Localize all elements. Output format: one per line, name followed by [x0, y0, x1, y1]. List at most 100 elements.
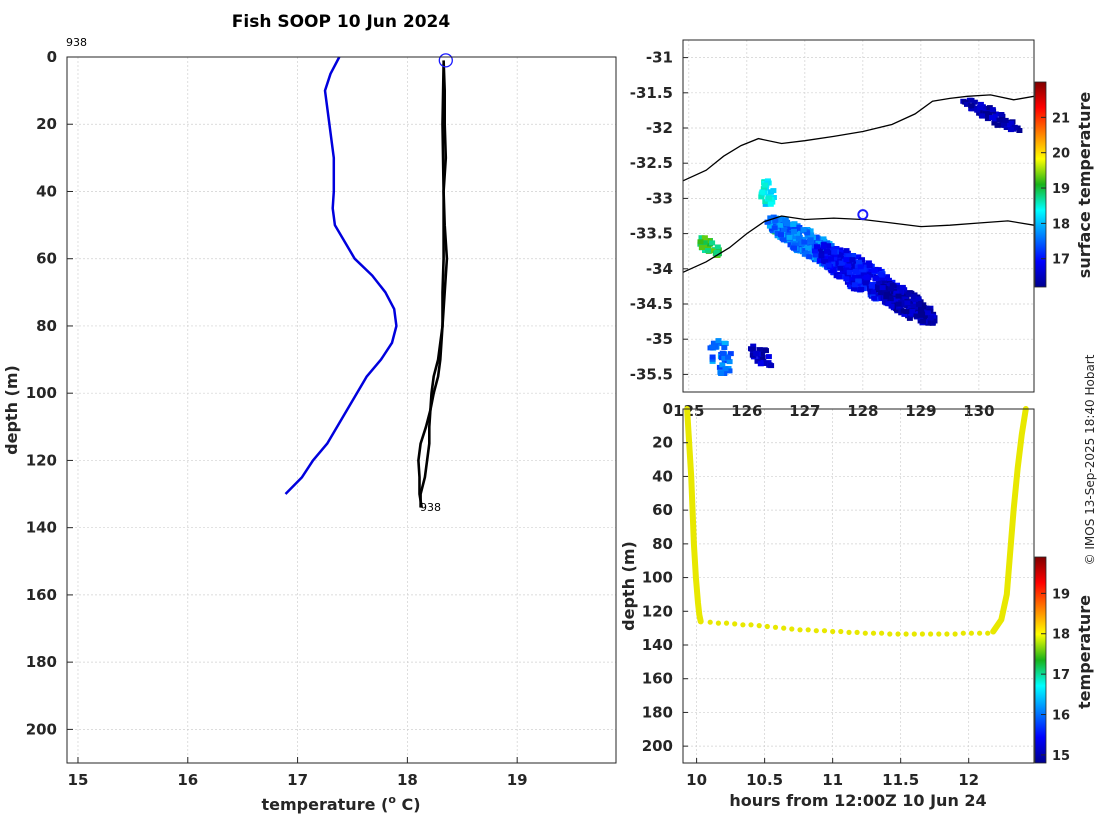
map-sst-cell — [768, 363, 775, 369]
map-sst-cell — [879, 285, 886, 291]
map-sst-cell — [774, 231, 781, 236]
map-position-marker — [857, 209, 869, 221]
map-sst-cell — [856, 270, 863, 275]
map-sst-cell — [904, 300, 911, 306]
map-sst-cell — [855, 254, 862, 260]
map-sst-cell — [985, 115, 992, 121]
map-sst-cell — [803, 251, 810, 257]
map-sst-cell — [812, 251, 819, 257]
map-sst-cell — [883, 294, 890, 300]
map-sst-cell — [770, 214, 777, 220]
track-y-tick-label: 80 — [652, 535, 673, 553]
map-sst-cell — [698, 245, 705, 250]
map-sst-cell — [814, 244, 820, 250]
map-colorbar-tick-label: 20 — [1052, 147, 1070, 162]
map-sst-cell — [759, 354, 766, 360]
track-bottom-point — [813, 628, 819, 634]
map-sst-cell — [856, 274, 863, 280]
profile-start-marker — [438, 53, 453, 68]
track-y-tick-label: 160 — [642, 670, 673, 688]
track-bottom-point — [789, 626, 795, 632]
map-sst-cell — [715, 338, 722, 344]
map-sst-cell — [786, 234, 793, 240]
map-sst-cell — [875, 285, 881, 291]
track-bottom-point — [756, 623, 762, 629]
map-sst-cell — [828, 256, 834, 262]
map-sst-cell — [701, 235, 708, 241]
map-sst-cell — [785, 229, 792, 235]
map-sst-cell — [974, 107, 981, 113]
map-colorbar-label: surface temperature — [1075, 92, 1094, 279]
map-sst-cell — [1011, 124, 1018, 130]
map-y-tick-label: -31.5 — [630, 84, 673, 102]
map-sst-cell — [989, 107, 996, 113]
profile-y-label: depth (m) — [2, 365, 21, 455]
map-sst-cell — [836, 274, 843, 280]
map-sst-cell — [917, 315, 924, 321]
map-sst-cell — [808, 232, 815, 238]
map-sst-cell — [697, 239, 704, 245]
map-sst-cell — [778, 232, 784, 238]
map-sst-cell — [846, 266, 853, 272]
map-sst-cell — [884, 274, 890, 280]
map-sst-cell — [865, 260, 872, 266]
map-sst-cell — [909, 309, 916, 314]
map-sst-cell — [895, 293, 902, 299]
map-colorbar-tick-label: 18 — [1052, 217, 1070, 232]
map-sst-cell — [871, 289, 877, 295]
track-bottom-point — [740, 622, 746, 628]
map-sst-cell — [918, 307, 924, 313]
map-sst-cell — [857, 264, 864, 270]
profile-y-ticks: 0 20 40 60 80 100 120 140 160 180 200 — [26, 48, 73, 738]
map-sst-cell — [757, 361, 764, 367]
track-colorbar-tick-label: 18 — [1052, 628, 1070, 643]
map-sst-cell — [877, 272, 884, 277]
map-colorbar-tick-label: 19 — [1052, 182, 1070, 197]
map-y-ticks: -31 -31.5 -32 -32.5 -33 -33.5 -34 -34.5 -35 -35.5 — [630, 49, 688, 383]
map-sst-cell — [871, 267, 878, 273]
track-bottom-point — [748, 622, 754, 628]
map-sst-cell — [714, 244, 721, 250]
profile-y-tick-label: 80 — [36, 317, 57, 335]
map-sst-cell — [899, 284, 906, 290]
track-colorbar-ticks: 15 16 17 18 19 — [1041, 587, 1070, 764]
map-sst-cell — [871, 295, 878, 301]
profile-y-tick-label: 120 — [26, 451, 57, 469]
map-sst-cell — [1008, 120, 1015, 126]
map-sst-cell — [858, 286, 865, 292]
track-points — [684, 406, 1029, 637]
map-sst-cell — [801, 239, 808, 245]
map-colorbar-tick-label: 17 — [1052, 253, 1070, 268]
map-sst-cell — [912, 297, 919, 302]
track-colorbar-tick-label: 15 — [1052, 749, 1070, 764]
map-sst-cell — [896, 285, 903, 290]
map-coast-north — [683, 94, 1034, 182]
map-x-tick-label: 126 — [731, 402, 762, 420]
track-bottom-point — [781, 625, 787, 631]
map-sst-cell — [860, 267, 867, 273]
map-sst-cell — [830, 267, 837, 273]
map-sst-cell — [828, 247, 835, 253]
map-sst-cell — [910, 294, 917, 300]
map-sst-cell — [763, 360, 770, 366]
map-sst-cell — [815, 240, 822, 246]
track-bottom-point — [715, 620, 722, 626]
map-sst-cell — [837, 247, 844, 253]
track-bottom-point — [821, 628, 828, 634]
map-sst-cell — [825, 262, 832, 268]
map-sst-cell — [989, 115, 995, 120]
map-sst-cell — [816, 258, 823, 264]
map-sst-cell — [701, 239, 708, 245]
map-sst-cell — [780, 222, 787, 228]
map-sst-cell — [851, 263, 858, 269]
map-sst-cell — [709, 354, 716, 360]
map-sst-cell — [833, 246, 840, 251]
track-bottom-point — [797, 627, 803, 633]
map-sst-cell — [918, 312, 925, 318]
profile-y-tick-label: 160 — [26, 586, 57, 604]
map-sst-cell — [845, 263, 852, 269]
map-sst-cell — [994, 122, 1001, 128]
map-sst-cell — [876, 281, 883, 287]
track-grid — [683, 408, 1034, 763]
map-y-tick-label: -33.5 — [630, 225, 673, 243]
